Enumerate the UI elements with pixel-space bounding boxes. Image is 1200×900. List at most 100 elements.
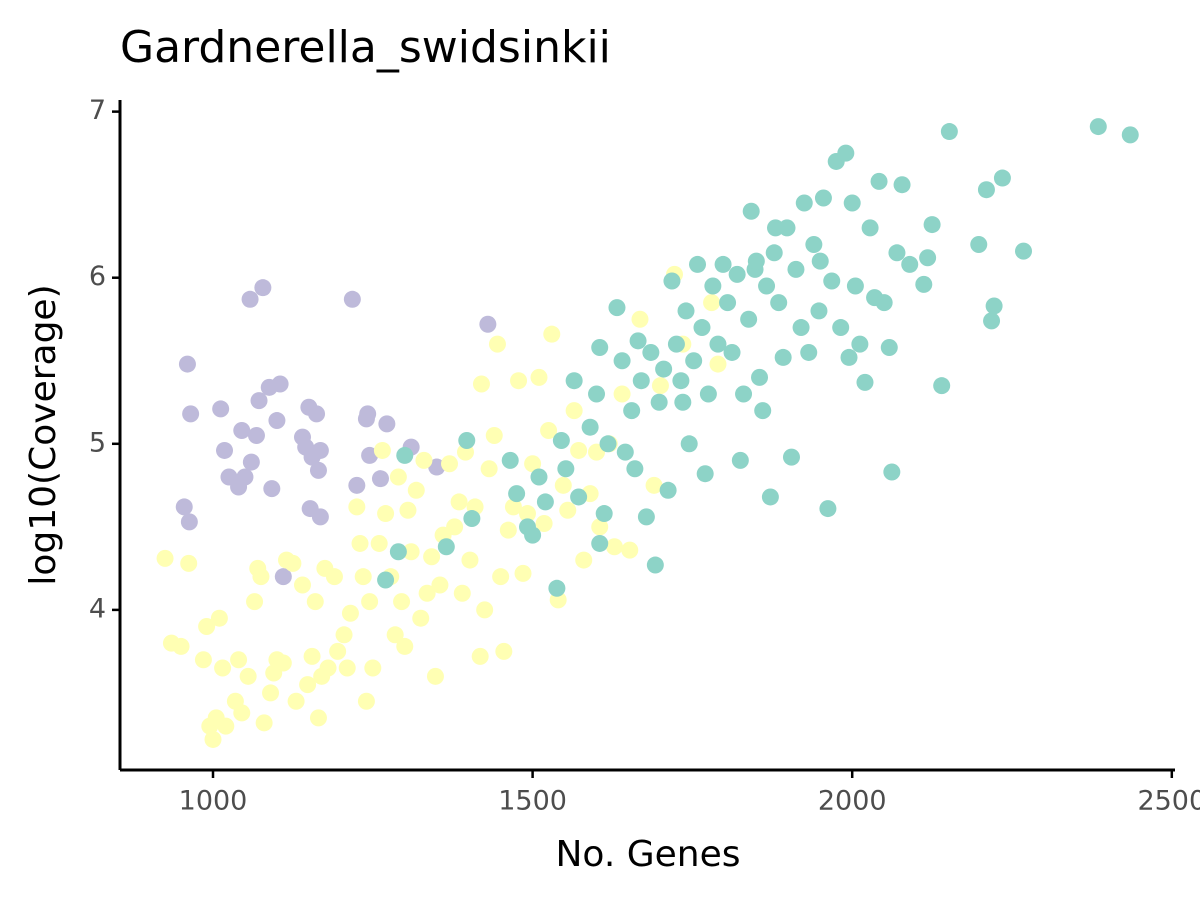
point xyxy=(766,219,784,237)
y-axis-title: log10(Coverage) xyxy=(23,284,64,585)
point xyxy=(805,235,823,253)
point xyxy=(407,481,425,499)
point xyxy=(616,443,634,461)
point xyxy=(479,315,497,333)
point xyxy=(335,626,353,644)
point xyxy=(309,461,327,479)
point xyxy=(940,123,958,141)
point xyxy=(800,343,818,361)
point xyxy=(861,219,879,237)
point xyxy=(696,465,714,483)
point xyxy=(325,568,343,586)
point xyxy=(672,372,690,390)
point xyxy=(540,422,558,440)
point xyxy=(274,568,292,586)
point xyxy=(608,299,626,317)
point xyxy=(508,485,526,503)
point xyxy=(629,332,647,350)
point xyxy=(530,468,548,486)
point xyxy=(271,375,289,393)
point xyxy=(985,297,1003,315)
point xyxy=(268,412,286,430)
point xyxy=(453,584,471,602)
point xyxy=(883,463,901,481)
point xyxy=(412,609,430,627)
point xyxy=(770,294,788,312)
point xyxy=(552,431,570,449)
point xyxy=(361,593,379,611)
point xyxy=(646,556,664,574)
point xyxy=(472,375,490,393)
point xyxy=(172,637,190,655)
point xyxy=(246,593,264,611)
point xyxy=(709,355,727,373)
point xyxy=(348,498,366,516)
point xyxy=(977,181,995,199)
point xyxy=(418,584,436,602)
point xyxy=(875,294,893,312)
point xyxy=(570,488,588,506)
point xyxy=(663,272,681,290)
point xyxy=(915,275,933,293)
point xyxy=(371,470,389,488)
point xyxy=(814,189,832,207)
point xyxy=(758,277,776,295)
point xyxy=(309,709,327,727)
point xyxy=(728,265,746,283)
point xyxy=(293,576,311,594)
point xyxy=(1089,118,1107,136)
point xyxy=(284,554,302,572)
point xyxy=(357,410,375,428)
point xyxy=(605,538,623,556)
point xyxy=(680,435,698,453)
point xyxy=(311,441,329,459)
point xyxy=(923,216,941,234)
point xyxy=(180,513,198,531)
point xyxy=(735,385,753,403)
point xyxy=(329,642,347,660)
point xyxy=(983,312,1001,330)
point xyxy=(441,455,459,473)
point xyxy=(837,144,855,162)
point xyxy=(252,568,270,586)
point xyxy=(364,659,382,677)
point xyxy=(348,476,366,494)
point xyxy=(396,446,414,464)
point xyxy=(810,302,828,320)
point xyxy=(431,576,449,594)
point xyxy=(575,551,593,569)
point xyxy=(637,508,655,526)
point xyxy=(832,319,850,337)
point xyxy=(426,667,444,685)
point xyxy=(642,343,660,361)
point xyxy=(233,422,251,440)
point xyxy=(723,343,741,361)
point xyxy=(626,460,644,478)
point xyxy=(242,453,260,471)
point xyxy=(446,518,464,536)
point xyxy=(693,319,711,337)
point xyxy=(699,385,717,403)
point xyxy=(495,642,513,660)
point xyxy=(1121,126,1139,144)
point xyxy=(488,335,506,353)
point xyxy=(217,717,235,735)
point xyxy=(361,446,379,464)
point xyxy=(450,493,468,511)
point xyxy=(428,458,446,476)
point xyxy=(677,302,695,320)
point xyxy=(893,176,911,194)
point xyxy=(377,505,395,523)
point xyxy=(386,626,404,644)
point xyxy=(613,352,631,370)
point xyxy=(156,549,174,567)
point xyxy=(476,601,494,619)
point xyxy=(782,448,800,466)
point xyxy=(613,385,631,403)
point xyxy=(851,335,869,353)
point xyxy=(297,438,315,456)
point xyxy=(255,714,273,732)
point xyxy=(819,500,837,518)
point xyxy=(458,431,476,449)
